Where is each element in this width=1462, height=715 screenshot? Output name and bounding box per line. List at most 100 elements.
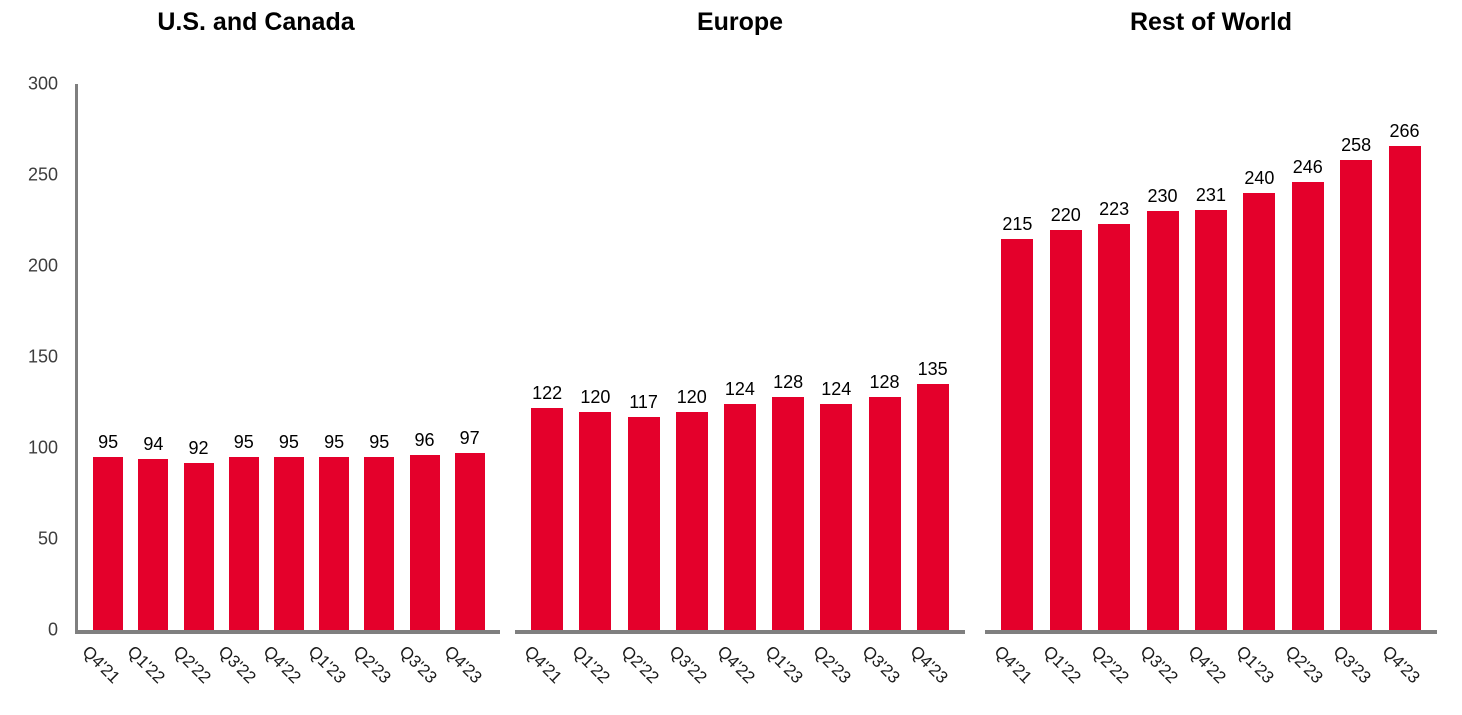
x-label-slot: Q1'23 [1233,634,1278,714]
x-label-slot: Q2'23 [1281,634,1326,714]
x-axis-category-label: Q1'22 [568,642,615,688]
x-label-slot: Q4'23 [906,634,951,714]
x-label-slot: Q4'22 [260,634,305,714]
x-axis-category-label: Q2'23 [1281,642,1327,688]
y-tick-label: 150 [27,346,58,367]
x-axis-labels: Q4'21 Q1'22 Q2'22 Q3'22 Q4'22 Q1'23 Q2'23 Q3'23… [985,634,1437,714]
bar-slot: 95 [273,84,304,630]
bar-slot: 124 [723,84,756,630]
bar [1291,182,1324,630]
bar-value-label: 246 [1292,157,1323,178]
x-axis-category-label: Q4'23 [906,642,952,688]
bar-value-label: 95 [324,432,345,453]
bar [93,457,124,630]
bar [627,417,660,630]
x-axis-category-label: Q4'21 [78,642,124,688]
bar-slot: 220 [1049,84,1082,630]
x-axis-category-label: Q4'22 [259,642,305,688]
bar-value-label: 95 [278,432,299,453]
bar-slot: 97 [454,84,485,630]
x-axis-category-label: Q3'23 [1329,642,1375,688]
y-tick-label: 50 [37,528,58,549]
x-axis-category-label: Q4'22 [1184,642,1230,688]
bar-slot: 120 [579,84,612,630]
x-label-slot: Q1'22 [1039,634,1084,714]
bar-slot: 92 [183,84,214,630]
bar-value-label: 124 [724,379,755,400]
plot-area: 95 94 92 95 95 95 95 96 97 [75,84,500,634]
x-label-slot: Q4'22 [714,634,759,714]
bar-value-label: 266 [1389,120,1420,141]
bar-slot: 135 [916,84,949,630]
x-label-slot: Q4'21 [521,634,566,714]
x-axis-category-label: Q4'23 [440,642,486,688]
bar-value-label: 215 [1002,213,1033,234]
x-axis-category-label: Q2'23 [349,642,396,688]
bar-slot: 230 [1146,84,1179,630]
bar-slot: 215 [1001,84,1034,630]
bar-slot: 95 [93,84,124,630]
x-label-slot: Q2'22 [617,634,662,714]
bar-slot: 120 [675,84,708,630]
bar-slot: 96 [409,84,440,630]
bar-slot: 246 [1291,84,1324,630]
x-axis-category-label: Q1'22 [1039,642,1085,688]
x-axis-category-label: Q2'23 [809,642,856,688]
bar [772,397,805,630]
bar [1340,160,1373,630]
y-tick-label: 100 [27,437,58,458]
bar-value-label: 97 [459,428,480,449]
x-axis-category-label: Q1'23 [1232,642,1279,688]
bar-value-label: 95 [98,432,119,453]
bar-slot: 94 [138,84,169,630]
x-label-slot: Q3'23 [858,634,903,714]
x-label-slot: Q4'22 [1185,634,1230,714]
bar-slot: 128 [772,84,805,630]
bar [820,404,853,630]
bar-value-label: 117 [629,392,658,413]
bar-value-label: 122 [532,382,563,403]
x-axis-category-label: Q1'23 [761,642,807,688]
x-axis-category-label: Q2'22 [1087,642,1133,688]
x-axis-category-label: Q3'23 [858,642,904,688]
x-label-slot: Q3'23 [395,634,440,714]
panel-rest-of-world: Rest of World 215 220 223 230 231 240 246 258 26… [985,0,1437,715]
x-axis-category-label: Q2'22 [169,642,215,688]
bar-slot: 122 [531,84,564,630]
bar-slot: 128 [868,84,901,630]
x-axis-category-label: Q1'22 [123,642,170,688]
x-axis-category-label: Q4'22 [713,642,759,688]
panel-us-and-canada: U.S. and Canada 95 94 92 95 95 95 95 96 97 Q4'21… [75,0,500,715]
x-label-slot: Q1'23 [305,634,350,714]
x-axis-category-label: Q4'23 [1378,642,1424,688]
bar [1388,145,1421,630]
bar-slot: 95 [364,84,395,630]
x-axis-category-label: Q4'21 [990,642,1037,688]
y-axis-tick-labels: 300 250 200 150 100 50 0 [0,74,58,640]
x-axis-category-label: Q3'22 [214,642,260,688]
bar [1049,229,1082,630]
bar-value-label: 96 [414,430,435,451]
bar-value-label: 258 [1341,135,1372,156]
y-tick-label: 200 [27,255,58,276]
bar [1098,224,1131,630]
y-tick-label: 0 [47,619,58,640]
x-label-slot: Q2'22 [1088,634,1133,714]
x-label-slot: Q3'22 [1136,634,1181,714]
plot-area: 215 220 223 230 231 240 246 258 266 [985,84,1437,634]
bar-slot: 258 [1340,84,1373,630]
x-label-slot: Q1'23 [762,634,807,714]
bar [1146,211,1179,630]
bar [273,457,304,630]
bar-slot: 124 [820,84,853,630]
bar-value-label: 124 [821,379,852,400]
x-label-slot: Q1'22 [124,634,169,714]
bar-value-label: 120 [580,386,611,407]
bar-value-label: 128 [773,372,804,393]
x-label-slot: Q3'22 [214,634,259,714]
bar [916,384,949,630]
bar [183,462,214,630]
bar-slot: 240 [1243,84,1276,630]
bar [454,453,485,630]
